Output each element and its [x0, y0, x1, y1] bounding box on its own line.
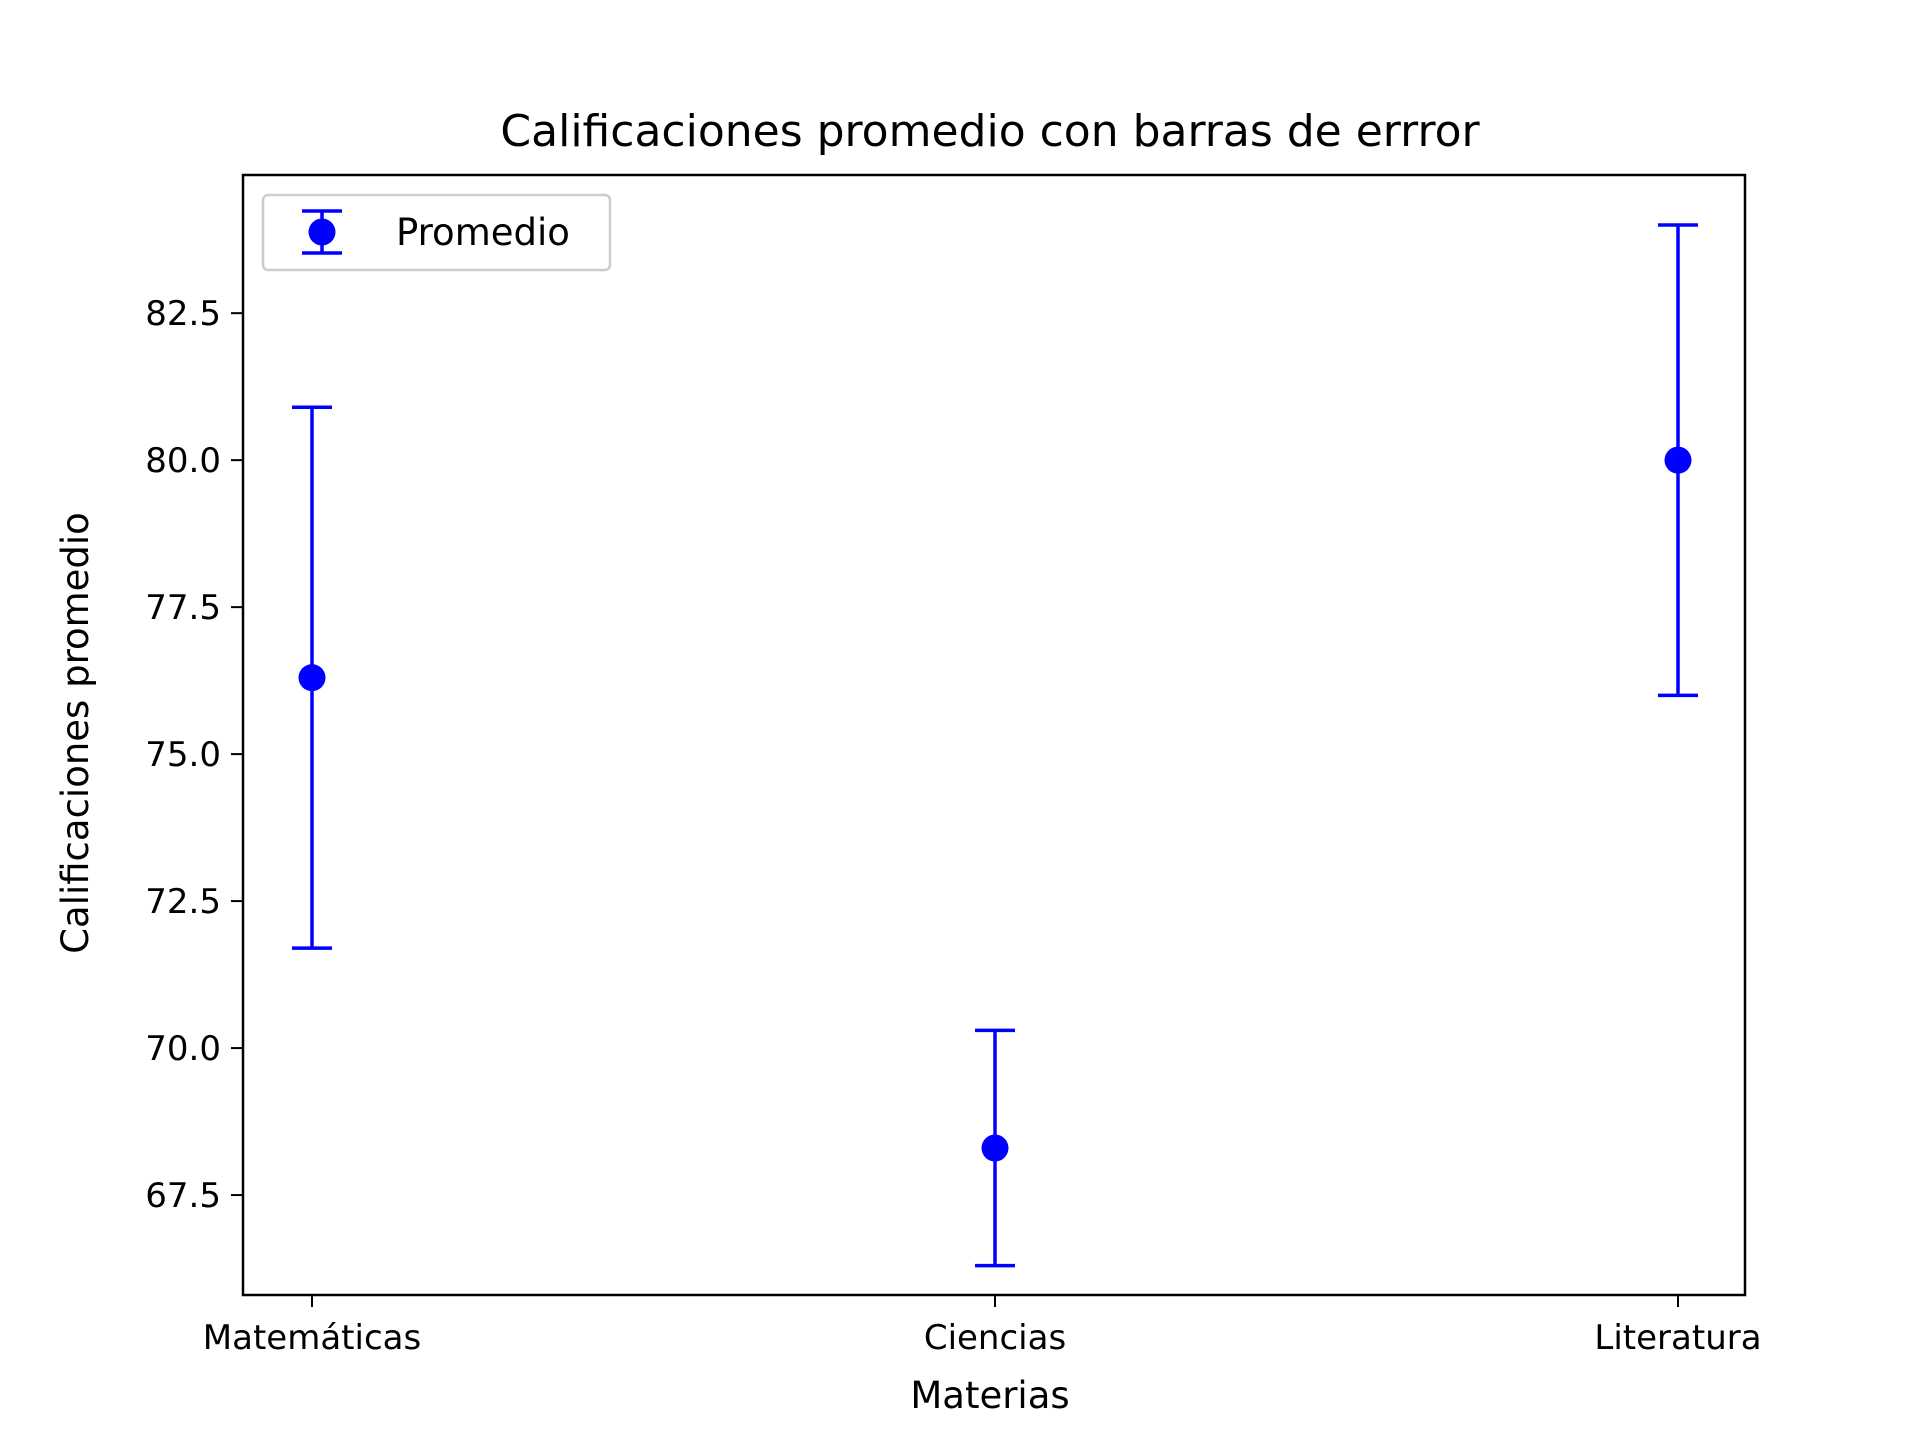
- y-tick-label: 77.5: [145, 588, 221, 628]
- y-tick-label: 72.5: [145, 882, 221, 922]
- x-tick-label: Matemáticas: [203, 1318, 421, 1358]
- y-tick-label: 80.0: [145, 441, 221, 481]
- legend-frame: [261, 193, 612, 272]
- y-tick-label: 70.0: [145, 1029, 221, 1069]
- data-point: [1664, 446, 1692, 474]
- legend-dot: [308, 218, 336, 246]
- data-point: [981, 1134, 1009, 1162]
- data-point: [298, 664, 326, 692]
- legend: Promedio: [261, 193, 612, 272]
- y-tick-label: 67.5: [145, 1176, 221, 1216]
- x-axis-ticks: Matemáticas Ciencias Literatura: [203, 1295, 1762, 1358]
- y-axis-ticks: 67.5 70.0 72.5 75.0 77.5 80.0 82.5: [145, 294, 243, 1216]
- legend-marker-icon: [302, 209, 342, 255]
- legend-label: Promedio: [396, 211, 570, 254]
- series-promedio: [292, 223, 1698, 1268]
- x-axis-label: Materias: [910, 1374, 1069, 1417]
- y-axis-label: Calificaciones promedio: [54, 512, 97, 954]
- x-tick-label: Literatura: [1594, 1318, 1761, 1358]
- y-tick-label: 82.5: [145, 294, 221, 334]
- y-tick-label: 75.0: [145, 735, 221, 775]
- x-tick-label: Ciencias: [924, 1318, 1066, 1358]
- chart-title: Calificaciones promedio con barras de er…: [500, 106, 1480, 157]
